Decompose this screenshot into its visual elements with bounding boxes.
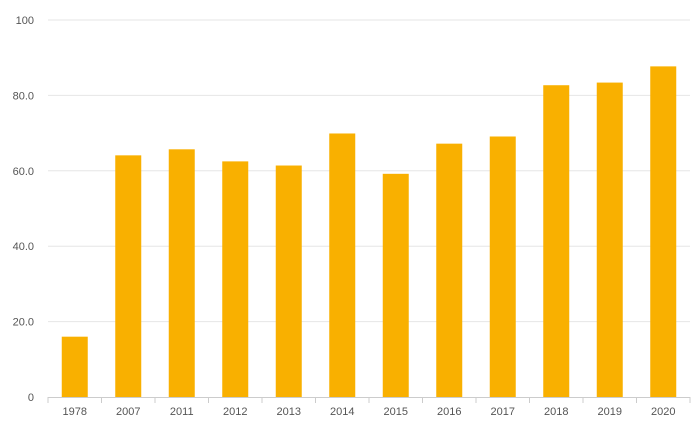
bars [61,66,677,398]
x-tick-label: 2013 [277,406,301,418]
y-tick-label: 80.0 [13,90,34,102]
bar-1978[interactable] [61,336,88,397]
bar-2016[interactable] [436,143,463,397]
bar-2007[interactable] [115,155,142,397]
bar-2018[interactable] [543,85,570,397]
x-tick-label: 2017 [491,406,515,418]
bar-2020[interactable] [650,66,677,397]
bar-2011[interactable] [168,149,195,397]
y-tick-label: 40.0 [13,241,34,253]
y-tick-label: 60.0 [13,166,34,178]
x-tick-label: 2016 [437,406,461,418]
x-tick-label: 2011 [170,406,194,418]
bar-2019[interactable] [596,82,623,397]
x-tick-label: 2015 [384,406,408,418]
y-tick-label: 20.0 [13,317,34,329]
x-tick-label: 2007 [116,406,140,418]
x-axis-labels: 1978 2007 2011 2012 2013 2014 2015 2016 2017 2018… [63,406,676,418]
x-tick-label: 2020 [651,406,675,418]
y-axis-labels: 0 20.0 40.0 60.0 80.0 100 [13,15,34,404]
x-tick-label: 2014 [330,406,354,418]
bar-2012[interactable] [222,161,249,397]
y-tick-label: 0 [28,392,34,404]
bar-2017[interactable] [489,136,516,398]
bar-2013[interactable] [275,165,302,397]
x-axis [47,397,691,403]
y-tick-label: 100 [16,15,34,27]
x-tick-label: 1978 [63,406,87,418]
bar-2014[interactable] [329,133,356,398]
x-tick-label: 2019 [598,406,622,418]
bar-2015[interactable] [382,173,409,397]
gridlines [48,19,690,323]
x-tick-label: 2012 [223,406,247,418]
x-tick-label: 2018 [544,406,568,418]
